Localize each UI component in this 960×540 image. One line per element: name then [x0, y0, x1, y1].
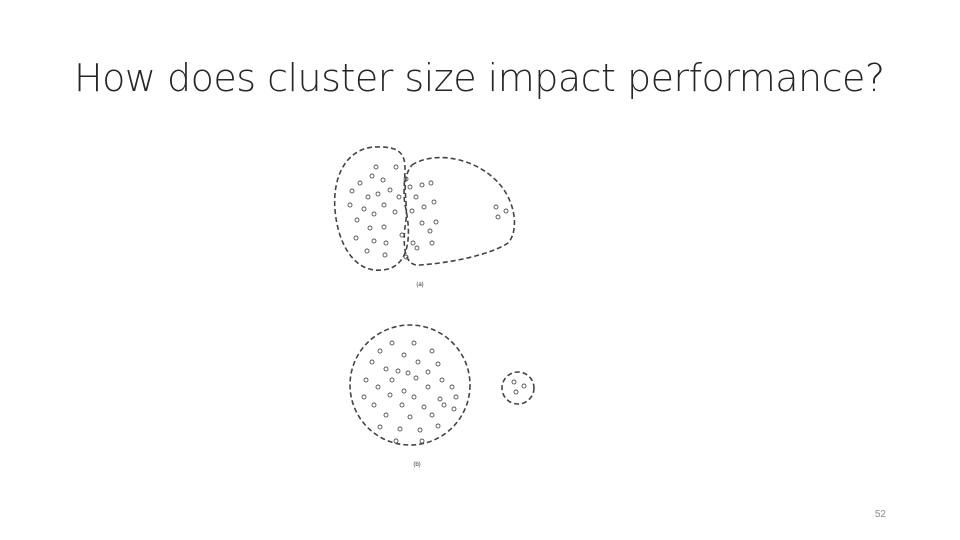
page-number: 52 [874, 509, 886, 520]
cluster-b-large-boundary [349, 324, 471, 446]
cluster-figure: (a) [320, 135, 550, 480]
cluster-a-points [347, 164, 509, 260]
panel-b: (b) [349, 324, 535, 468]
cluster-a-left-boundary [333, 146, 410, 271]
cluster-diagram: (a) [333, 146, 535, 468]
panel-a-label: (a) [416, 282, 423, 288]
panel-a: (a) [333, 146, 516, 288]
panel-b-label: (b) [413, 462, 420, 468]
cluster-a-right-boundary [403, 156, 516, 266]
cluster-b-small-boundary [501, 371, 535, 405]
cluster-b-points [361, 340, 527, 444]
slide-title: How does cluster size impact performance… [74, 56, 885, 100]
